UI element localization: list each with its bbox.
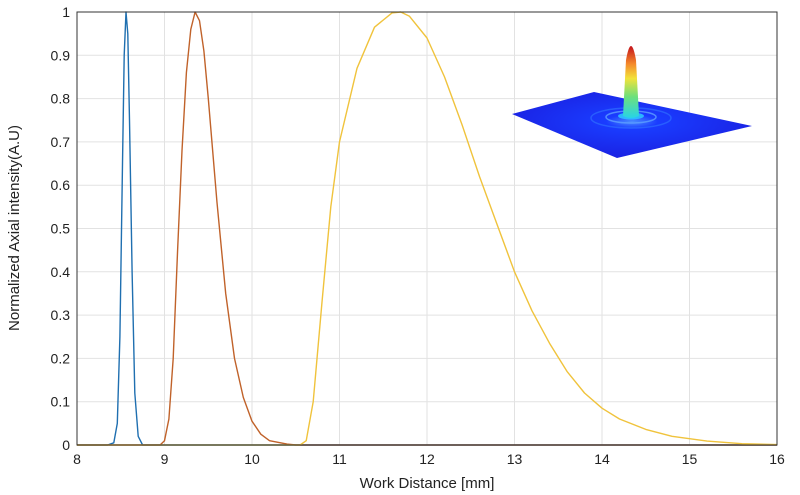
y-tick-label: 0.1 (51, 394, 71, 410)
x-tick-label: 16 (769, 451, 785, 467)
series-line-3 (77, 11, 778, 446)
x-tick-label: 11 (332, 451, 347, 467)
x-tick-label: 14 (594, 451, 610, 467)
x-tick-label: 12 (419, 451, 435, 467)
x-tick-label: 9 (161, 451, 169, 467)
y-tick-label: 0.7 (51, 134, 71, 150)
inset-peak (623, 46, 639, 118)
y-tick-label: 0.4 (51, 264, 71, 280)
y-axis-label: Normalized Axial intensity(A.U) (6, 125, 23, 331)
inset-surface-base (512, 92, 752, 158)
plot-frame (76, 11, 778, 446)
x-axis-label: Work Distance [mm] (360, 475, 495, 492)
inset-3d-peak-surface (512, 46, 752, 158)
y-tick-label: 0.5 (51, 221, 71, 237)
y-tick-label: 1 (62, 4, 70, 20)
y-tick-label: 0.2 (51, 350, 71, 366)
x-tick-label: 10 (244, 451, 260, 467)
y-tick-label: 0.3 (51, 307, 71, 323)
x-tick-label: 8 (73, 451, 81, 467)
tick-labels: 8 9 10 11 12 13 14 15 16 0 0.1 0.2 0.3 0.4 0.5 0.6 0.7 0.… (51, 4, 785, 467)
x-tick-label: 13 (507, 451, 523, 467)
grid (77, 12, 777, 445)
y-tick-label: 0.8 (51, 91, 71, 107)
series-line-2 (77, 11, 777, 446)
y-tick-label: 0 (62, 437, 70, 453)
y-tick-label: 0.6 (51, 177, 71, 193)
x-tick-label: 15 (682, 451, 698, 467)
y-tick-label: 0.9 (51, 47, 71, 63)
